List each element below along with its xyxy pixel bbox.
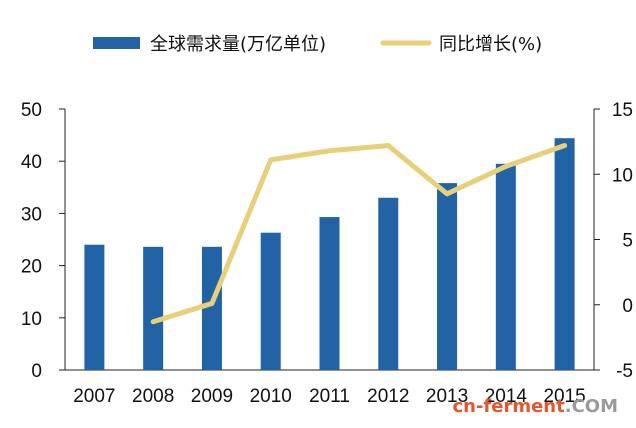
x-tick-label: 2011 — [309, 386, 350, 407]
left-tick-label: 30 — [21, 204, 42, 225]
x-tick-label: 2009 — [191, 386, 233, 407]
watermark-suffix: .COM — [565, 396, 618, 417]
right-tick-label: 5 — [622, 231, 633, 252]
legend: 全球需求量(万亿单位) 同比增长(%) — [93, 34, 542, 55]
bar-2008 — [143, 246, 164, 370]
x-tick-label: 2007 — [73, 386, 115, 407]
bar-series — [84, 138, 575, 370]
watermark-text: cn-ferment — [452, 396, 565, 417]
bar-2011 — [319, 217, 340, 370]
x-tick-label: 2012 — [367, 386, 409, 407]
bar-2007 — [84, 244, 105, 370]
bar-2012 — [378, 197, 399, 370]
x-tick-label: 2015 — [543, 386, 585, 407]
legend-label-growth: 同比增长(%) — [439, 34, 542, 55]
bar-2013 — [437, 183, 458, 370]
growth-point-2008 — [151, 319, 156, 324]
bar-2009 — [201, 246, 222, 370]
x-tick-label: 2010 — [250, 386, 292, 407]
growth-point-2015 — [562, 143, 567, 148]
left-axis-ticks: 0 10 20 30 40 50 — [21, 100, 65, 382]
x-tick-label: 2008 — [132, 386, 174, 407]
x-axis-ticks: 2007 2008 2009 2010 2011 2012 2013 2014 2015 — [73, 386, 586, 407]
left-tick-label: 20 — [21, 257, 42, 278]
growth-point-2009 — [209, 301, 214, 306]
x-tick-label: 2013 — [426, 386, 468, 407]
watermark: cn-ferment.COM — [452, 396, 618, 417]
growth-line — [150, 143, 568, 325]
right-tick-label: 15 — [612, 100, 633, 121]
growth-point-2010 — [268, 157, 273, 162]
growth-point-2011 — [327, 148, 332, 153]
svg-text:cn-ferment.COM: cn-ferment.COM — [452, 396, 618, 417]
right-axis-ticks: -5 0 5 10 15 — [594, 100, 633, 382]
bar-2014 — [495, 163, 516, 370]
bar-2015 — [554, 138, 575, 370]
growth-point-2012 — [386, 143, 391, 148]
x-tick-label: 2014 — [485, 386, 528, 407]
right-tick-label: 10 — [612, 165, 633, 186]
bar-2010 — [260, 232, 281, 370]
left-tick-label: 0 — [31, 361, 42, 382]
left-tick-label: 10 — [21, 309, 42, 330]
growth-point-2013 — [445, 191, 450, 196]
right-tick-label: 0 — [622, 296, 633, 317]
legend-label-demand: 全球需求量(万亿单位) — [150, 34, 326, 55]
growth-point-2014 — [503, 164, 508, 169]
legend-swatch-demand — [93, 37, 140, 49]
right-tick-label: -5 — [616, 361, 633, 382]
left-tick-label: 40 — [21, 152, 42, 173]
left-tick-label: 50 — [21, 100, 42, 121]
line-series — [150, 143, 568, 325]
